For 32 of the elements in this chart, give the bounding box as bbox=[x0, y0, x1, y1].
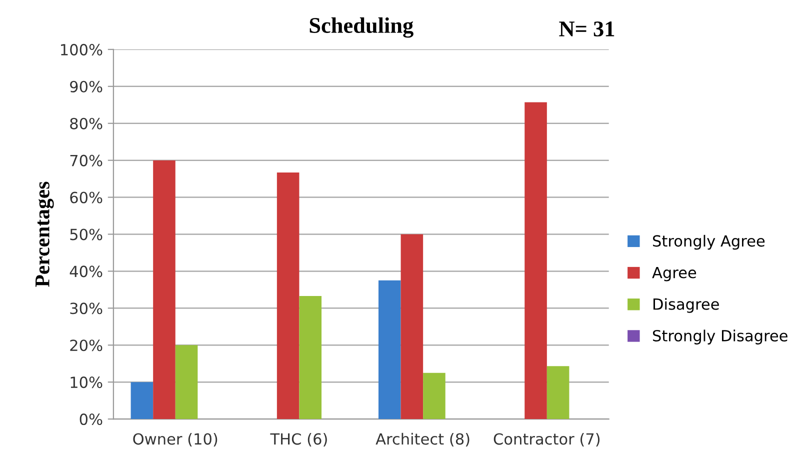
text: N= 31 bbox=[559, 21, 614, 36]
y-tick-label: 50% bbox=[70, 228, 102, 240]
x-tick-label: THC (6) bbox=[270, 432, 327, 447]
y-tick-label: 40% bbox=[70, 266, 102, 278]
bar bbox=[378, 280, 401, 420]
bar bbox=[299, 296, 322, 420]
y-tick-label: 80% bbox=[70, 118, 102, 130]
y-tick-label: 20% bbox=[70, 340, 102, 352]
x-tick-label: Owner (10) bbox=[133, 432, 218, 447]
y-tick-label: 100% bbox=[61, 44, 102, 56]
legend-label: Strongly Agree bbox=[652, 234, 765, 250]
y-tick-label: 90% bbox=[70, 80, 102, 92]
bar bbox=[423, 372, 446, 420]
bar bbox=[130, 382, 154, 420]
bar bbox=[276, 172, 300, 420]
y-tick-label: 70% bbox=[70, 154, 102, 166]
bar bbox=[153, 160, 176, 420]
y-tick-label: 10% bbox=[70, 376, 102, 388]
legend-label: Disagree bbox=[653, 298, 719, 313]
legend-label: Strongly Disagree bbox=[652, 330, 788, 344]
y-tick-label: 0% bbox=[80, 414, 102, 426]
x-tick-label: Contractor (7) bbox=[494, 432, 600, 447]
bar bbox=[524, 102, 547, 420]
bar bbox=[546, 366, 570, 420]
y-axis-title: Percentages bbox=[36, 182, 54, 287]
chart-title: Scheduling bbox=[310, 17, 414, 38]
x-tick-label: Architect (8) bbox=[376, 432, 470, 447]
bar bbox=[175, 345, 198, 420]
bar bbox=[400, 234, 424, 420]
y-tick-label: 30% bbox=[70, 302, 102, 314]
legend-label: Agree bbox=[652, 266, 696, 282]
y-tick-label: 60% bbox=[70, 192, 102, 204]
